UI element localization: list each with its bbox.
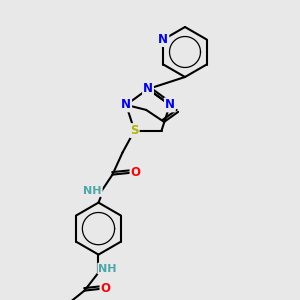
- Text: NH: NH: [83, 186, 102, 196]
- Text: N: N: [121, 98, 131, 111]
- Text: NH: NH: [98, 264, 117, 274]
- Text: N: N: [158, 33, 168, 46]
- Text: N: N: [143, 82, 153, 95]
- Text: N: N: [165, 98, 175, 111]
- Text: S: S: [130, 124, 139, 137]
- Text: O: O: [130, 166, 140, 179]
- Text: O: O: [100, 282, 110, 295]
